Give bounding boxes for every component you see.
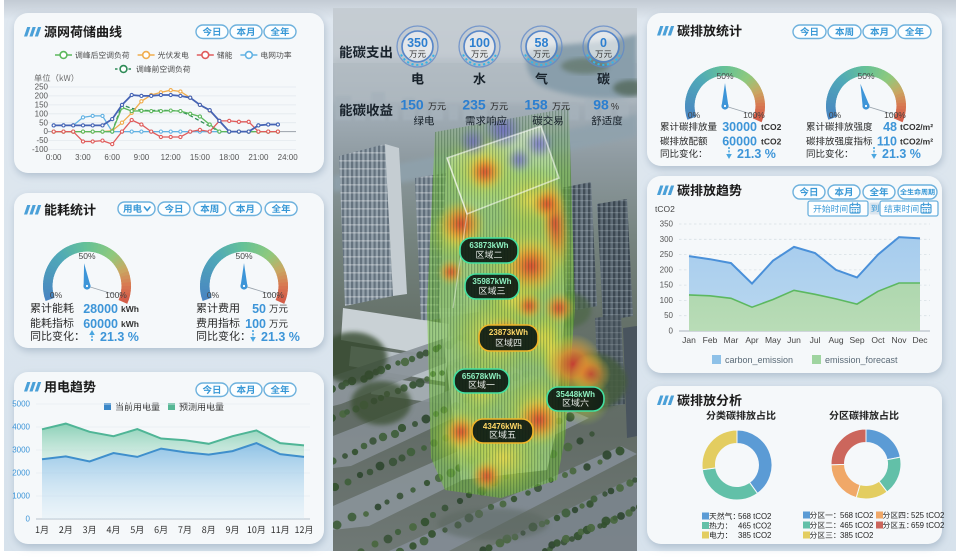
svg-text:465 tCO2: 465 tCO2 <box>840 521 873 530</box>
svg-text:250: 250 <box>35 83 49 92</box>
svg-text:30000: 30000 <box>722 120 757 134</box>
svg-text:50: 50 <box>252 302 266 316</box>
svg-text:50%: 50% <box>857 71 874 81</box>
svg-text:568 tCO2: 568 tCO2 <box>840 511 873 520</box>
svg-text:tCO2: tCO2 <box>655 204 675 214</box>
svg-text:300: 300 <box>660 235 674 244</box>
svg-text:0: 0 <box>600 36 607 50</box>
svg-text:kWh: kWh <box>121 319 139 329</box>
svg-text:9:00: 9:00 <box>134 153 150 162</box>
svg-text:Dec: Dec <box>912 335 928 345</box>
svg-text:21.3 %: 21.3 % <box>261 330 300 344</box>
svg-text:150: 150 <box>660 281 674 290</box>
svg-text:23873kWh: 23873kWh <box>489 328 528 337</box>
svg-text:150: 150 <box>35 100 49 109</box>
svg-text:158: 158 <box>524 97 548 113</box>
svg-text:0:00: 0:00 <box>46 153 62 162</box>
svg-text:150: 150 <box>400 97 424 113</box>
svg-text:65678kWh: 65678kWh <box>462 372 501 381</box>
svg-text:21.3 %: 21.3 % <box>737 147 776 161</box>
svg-text:3:00: 3:00 <box>75 153 91 162</box>
svg-text:60000: 60000 <box>83 317 118 331</box>
svg-text:Feb: Feb <box>703 335 718 345</box>
svg-text:100: 100 <box>35 109 49 118</box>
svg-text:50: 50 <box>39 118 48 127</box>
svg-text:50%: 50% <box>78 251 95 261</box>
svg-text:emission_forecast: emission_forecast <box>825 355 898 365</box>
svg-text:tCO2/m²: tCO2/m² <box>900 137 933 147</box>
svg-text:98: 98 <box>593 97 609 113</box>
svg-text:568 tCO2: 568 tCO2 <box>738 512 771 521</box>
svg-text:50%: 50% <box>235 251 252 261</box>
svg-text:0%: 0% <box>207 290 220 300</box>
svg-text:100: 100 <box>469 36 490 50</box>
svg-text:60000: 60000 <box>722 135 757 149</box>
svg-text:5000: 5000 <box>12 400 30 409</box>
svg-text:carbon_emission: carbon_emission <box>725 355 793 365</box>
svg-text:-100: -100 <box>32 145 49 154</box>
svg-text:200: 200 <box>35 92 49 101</box>
svg-text:0%: 0% <box>688 110 701 120</box>
svg-text:525 tCO2: 525 tCO2 <box>911 511 944 520</box>
svg-text:Apr: Apr <box>745 335 758 345</box>
svg-text:24:00: 24:00 <box>278 153 299 162</box>
svg-text:Aug: Aug <box>828 335 843 345</box>
svg-text:Sep: Sep <box>849 335 864 345</box>
svg-text:Oct: Oct <box>871 335 885 345</box>
svg-text:kWh: kWh <box>121 304 139 314</box>
svg-text:21.3 %: 21.3 % <box>882 147 921 161</box>
svg-text:100%: 100% <box>105 290 127 300</box>
svg-text:0: 0 <box>44 127 49 136</box>
svg-text:100%: 100% <box>743 110 765 120</box>
svg-text:350: 350 <box>407 36 428 50</box>
svg-text:50%: 50% <box>716 71 733 81</box>
svg-text:21.3 %: 21.3 % <box>100 330 139 344</box>
svg-text:385 tCO2: 385 tCO2 <box>738 531 771 540</box>
svg-text:18:00: 18:00 <box>219 153 240 162</box>
svg-text:350: 350 <box>660 220 674 229</box>
svg-text:28000: 28000 <box>83 302 118 316</box>
svg-text:100%: 100% <box>884 110 906 120</box>
svg-text:tCO2: tCO2 <box>761 137 782 147</box>
svg-text:100: 100 <box>245 317 266 331</box>
svg-text:1000: 1000 <box>12 492 30 501</box>
svg-text:-50: -50 <box>36 136 48 145</box>
svg-text:15:00: 15:00 <box>190 153 211 162</box>
svg-text:6:00: 6:00 <box>104 153 120 162</box>
svg-text:2000: 2000 <box>12 469 30 478</box>
svg-text:43476kWh: 43476kWh <box>483 422 522 431</box>
svg-text:4000: 4000 <box>12 423 30 432</box>
svg-text:35448kWh: 35448kWh <box>556 390 595 399</box>
svg-text:tCO2/m²: tCO2/m² <box>900 122 933 132</box>
svg-text:0%: 0% <box>829 110 842 120</box>
svg-text:100: 100 <box>660 296 674 305</box>
svg-text:385 tCO2: 385 tCO2 <box>840 531 873 540</box>
svg-text:0: 0 <box>669 327 674 336</box>
svg-text:Jul: Jul <box>810 335 821 345</box>
svg-text:250: 250 <box>660 250 674 259</box>
svg-text:63873kWh: 63873kWh <box>469 241 508 250</box>
svg-text:0: 0 <box>26 515 31 524</box>
svg-text:tCO2: tCO2 <box>761 122 782 132</box>
svg-text:21:00: 21:00 <box>248 153 269 162</box>
svg-text:465 tCO2: 465 tCO2 <box>738 522 771 531</box>
svg-text:Jun: Jun <box>787 335 801 345</box>
svg-text:58: 58 <box>535 36 549 50</box>
svg-text:12:00: 12:00 <box>161 153 182 162</box>
svg-text:48: 48 <box>883 120 897 134</box>
svg-text:Nov: Nov <box>891 335 907 345</box>
svg-text:May: May <box>765 335 782 345</box>
svg-text:Jan: Jan <box>682 335 696 345</box>
svg-text:100%: 100% <box>262 290 284 300</box>
svg-text:659 tCO2: 659 tCO2 <box>911 521 944 530</box>
svg-text:50: 50 <box>664 311 673 320</box>
svg-text:Mar: Mar <box>724 335 739 345</box>
svg-text:0%: 0% <box>50 290 63 300</box>
svg-text:235: 235 <box>462 97 486 113</box>
svg-text:%: % <box>611 102 619 112</box>
svg-text:3000: 3000 <box>12 446 30 455</box>
svg-text:110: 110 <box>877 135 897 149</box>
svg-text:200: 200 <box>660 265 674 274</box>
svg-text:35987kWh: 35987kWh <box>472 277 511 286</box>
